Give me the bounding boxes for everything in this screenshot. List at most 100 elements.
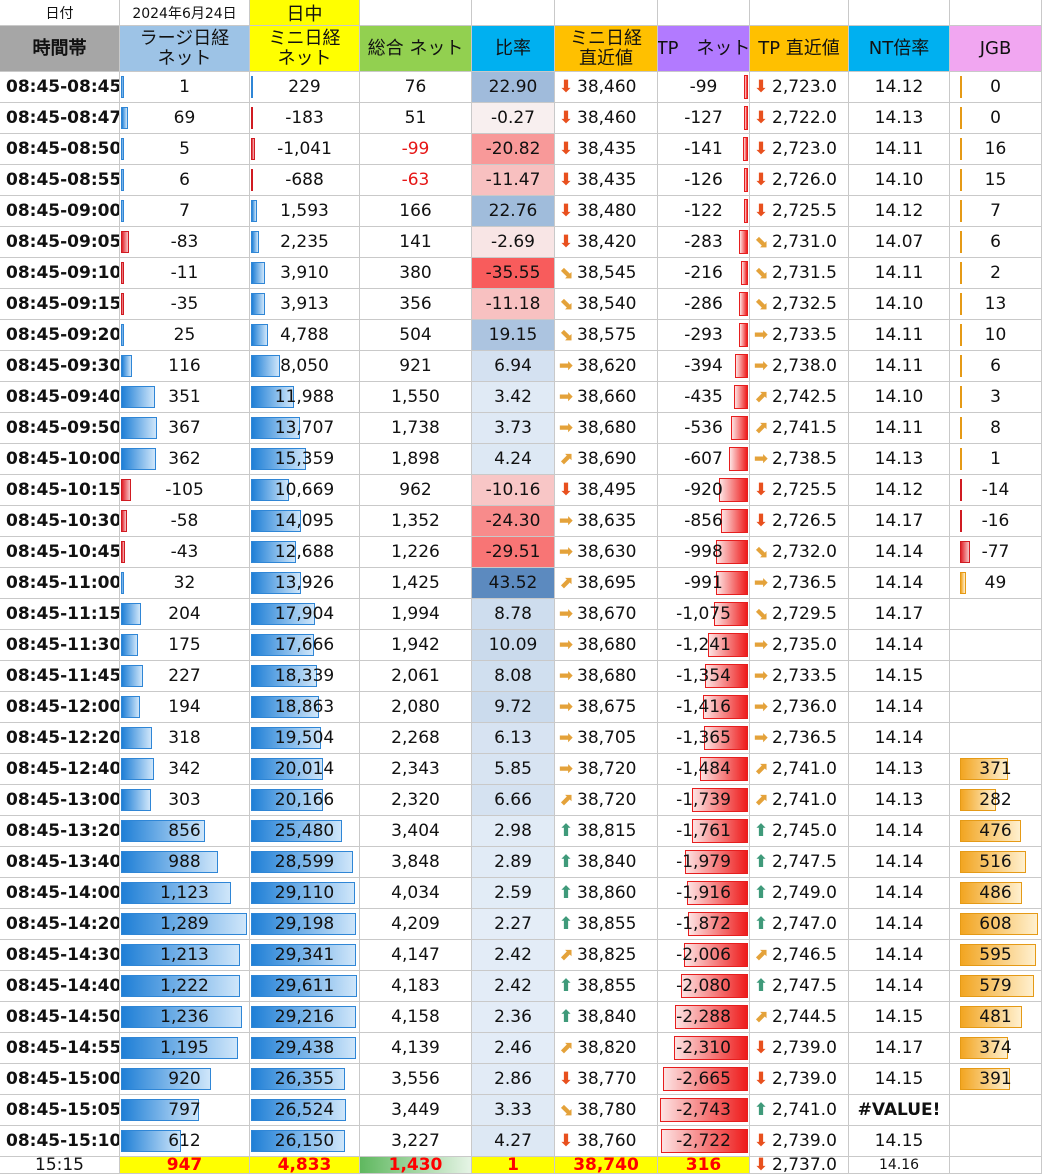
ratio-cell[interactable]: 2.86 [472,1064,555,1095]
total-net-cell[interactable]: 141 [360,227,472,258]
jgb-cell[interactable]: 516 [950,847,1042,878]
jgb-cell[interactable]: -77 [950,537,1042,568]
jgb-cell[interactable] [950,1095,1042,1126]
jgb-cell[interactable] [950,1126,1042,1157]
ratio-cell[interactable]: 22.90 [472,72,555,103]
mini-net-cell[interactable]: 15,359 [250,444,360,475]
mini-net-cell[interactable]: 28,599 [250,847,360,878]
total-net-cell[interactable]: 1,738 [360,413,472,444]
mini-recent-cell[interactable]: ⬇ 38,480 [555,196,658,227]
mini-net-cell[interactable]: 1,593 [250,196,360,227]
mini-net-cell[interactable]: 2,235 [250,227,360,258]
mini-net-cell[interactable]: 25,480 [250,816,360,847]
ratio-header[interactable]: 比率 [472,26,555,72]
tp-recent-cell[interactable]: ⬆ 2,745.0 [750,816,849,847]
mini-recent-cell[interactable]: ➡ 38,630 [555,537,658,568]
tp-recent-cell[interactable]: ⬈ 2,742.5 [750,382,849,413]
footer-time-cell[interactable]: 15:15 [0,1157,120,1174]
large-net-cell[interactable]: -58 [120,506,250,537]
tp-recent-cell[interactable]: ⬇ 2,726.5 [750,506,849,537]
nt-ratio-cell[interactable]: 14.13 [849,444,950,475]
total-net-cell[interactable]: 3,404 [360,816,472,847]
nt-ratio-cell[interactable]: 14.10 [849,382,950,413]
ratio-cell[interactable]: -24.30 [472,506,555,537]
tp-net-cell[interactable]: -435 [658,382,750,413]
total-net-cell[interactable]: 356 [360,289,472,320]
large-net-cell[interactable]: 1,289 [120,909,250,940]
tp-recent-cell[interactable]: ⬊ 2,731.0 [750,227,849,258]
tp-recent-cell[interactable]: ⬈ 2,746.5 [750,940,849,971]
tp-recent-cell[interactable]: ⬇ 2,726.0 [750,165,849,196]
time-cell[interactable]: 08:45-08:50 [0,134,120,165]
jgb-cell[interactable]: 595 [950,940,1042,971]
mini-recent-cell[interactable]: ⬊ 38,780 [555,1095,658,1126]
tp-recent-cell[interactable]: ➡ 2,735.0 [750,630,849,661]
total-net-cell[interactable]: 1,898 [360,444,472,475]
jgb-cell[interactable]: 8 [950,413,1042,444]
nt-ratio-cell[interactable]: 14.13 [849,785,950,816]
large-net-cell[interactable]: 920 [120,1064,250,1095]
mini-net-cell[interactable]: 19,504 [250,723,360,754]
time-cell[interactable]: 08:45-14:55 [0,1033,120,1064]
mini-net-cell[interactable]: 26,150 [250,1126,360,1157]
jgb-cell[interactable]: 13 [950,289,1042,320]
jgb-cell[interactable]: 486 [950,878,1042,909]
nt-ratio-cell[interactable]: 14.14 [849,878,950,909]
time-cell[interactable]: 08:45-09:05 [0,227,120,258]
total-net-cell[interactable]: 4,139 [360,1033,472,1064]
mini-net-cell[interactable]: 18,339 [250,661,360,692]
total-net-cell[interactable]: 4,209 [360,909,472,940]
total-net-cell[interactable]: 2,268 [360,723,472,754]
time-cell[interactable]: 08:45-09:40 [0,382,120,413]
nt-ratio-cell[interactable]: 14.11 [849,320,950,351]
jgb-cell[interactable]: 371 [950,754,1042,785]
large-net-header[interactable]: ラージ日経 ネット [120,26,250,72]
ratio-cell[interactable]: 43.52 [472,568,555,599]
ratio-cell[interactable]: 2.59 [472,878,555,909]
nt-ratio-cell[interactable]: 14.17 [849,1033,950,1064]
time-cell[interactable]: 08:45-13:00 [0,785,120,816]
total-net-cell[interactable]: 3,848 [360,847,472,878]
nt-ratio-cell[interactable]: 14.11 [849,134,950,165]
footer-large-cell[interactable]: 947 [120,1157,250,1174]
mini-net-cell[interactable]: 17,904 [250,599,360,630]
large-net-cell[interactable]: 1,222 [120,971,250,1002]
large-net-cell[interactable]: 856 [120,816,250,847]
mini-recent-cell[interactable]: ⬇ 38,770 [555,1064,658,1095]
large-net-cell[interactable]: 318 [120,723,250,754]
mini-recent-cell[interactable]: ➡ 38,680 [555,661,658,692]
tp-recent-cell[interactable]: ➡ 2,736.5 [750,723,849,754]
total-net-cell[interactable]: 4,183 [360,971,472,1002]
jgb-cell[interactable]: 49 [950,568,1042,599]
nt-ratio-cell[interactable]: 14.14 [849,816,950,847]
jgb-cell[interactable]: 2 [950,258,1042,289]
nt-ratio-cell[interactable]: 14.15 [849,1002,950,1033]
ratio-cell[interactable]: -10.16 [472,475,555,506]
large-net-cell[interactable]: 988 [120,847,250,878]
footer-nt-cell[interactable]: 14.16 [849,1157,950,1174]
footer-mini-cell[interactable]: 4,833 [250,1157,360,1174]
tp-net-cell[interactable]: -1,484 [658,754,750,785]
jgb-cell[interactable]: 579 [950,971,1042,1002]
large-net-cell[interactable]: 1,236 [120,1002,250,1033]
ratio-cell[interactable]: -11.18 [472,289,555,320]
jgb-cell[interactable] [950,723,1042,754]
jgb-cell[interactable]: 6 [950,227,1042,258]
total-net-cell[interactable]: 51 [360,103,472,134]
tp-net-cell[interactable]: -1,365 [658,723,750,754]
jgb-cell[interactable]: 10 [950,320,1042,351]
mini-recent-cell[interactable]: ⬈ 38,695 [555,568,658,599]
large-net-cell[interactable]: 194 [120,692,250,723]
time-cell[interactable]: 08:45-10:15 [0,475,120,506]
total-net-cell[interactable]: 4,147 [360,940,472,971]
jgb-cell[interactable]: 481 [950,1002,1042,1033]
tp-recent-cell[interactable]: ⬈ 2,741.5 [750,413,849,444]
nt-ratio-cell[interactable]: 14.12 [849,196,950,227]
ratio-cell[interactable]: 8.08 [472,661,555,692]
ratio-cell[interactable]: -35.55 [472,258,555,289]
total-net-cell[interactable]: 1,942 [360,630,472,661]
ratio-cell[interactable]: 6.13 [472,723,555,754]
time-cell[interactable]: 08:45-10:45 [0,537,120,568]
mini-net-cell[interactable]: 3,910 [250,258,360,289]
mini-net-cell[interactable]: 13,926 [250,568,360,599]
